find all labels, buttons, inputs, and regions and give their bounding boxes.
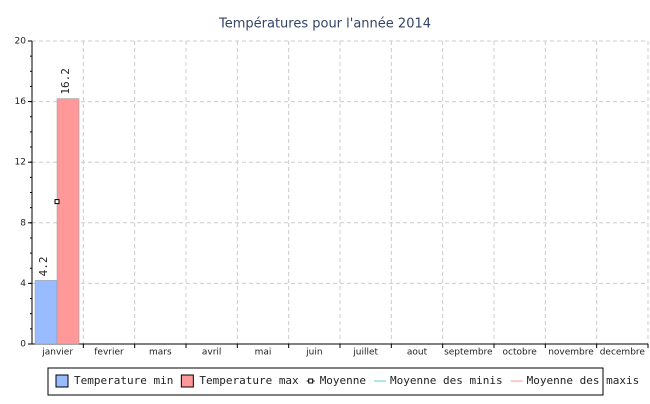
legend-label: Moyenne des minis bbox=[390, 374, 503, 387]
x-tick-label: fevrier bbox=[94, 348, 124, 358]
value-label: 16.2 bbox=[59, 68, 72, 95]
legend-swatch bbox=[180, 374, 194, 388]
legend-label: Temperature max bbox=[199, 374, 299, 387]
chart-title: Températures pour l'année 2014 bbox=[218, 17, 431, 32]
x-tick-label: janvier bbox=[41, 348, 73, 358]
bar bbox=[34, 280, 58, 345]
y-tick-label: 0 bbox=[20, 340, 26, 350]
x-tick-label: octobre bbox=[503, 348, 538, 358]
legend-label: Temperature min bbox=[74, 374, 173, 387]
legend-label: Moyenne des maxis bbox=[527, 374, 640, 387]
legend-marker bbox=[308, 378, 314, 384]
y-tick-label: 8 bbox=[20, 218, 26, 228]
y-tick-label: 12 bbox=[15, 158, 26, 168]
x-tick-label: juin bbox=[305, 348, 322, 358]
x-tick-label: novembre bbox=[548, 348, 594, 358]
x-tick-label: avril bbox=[202, 348, 222, 358]
x-tick-label: decembre bbox=[600, 348, 646, 358]
bar bbox=[56, 98, 80, 345]
x-tick-label: septembre bbox=[444, 348, 493, 358]
x-tick-label: mars bbox=[149, 348, 172, 358]
y-tick-label: 4 bbox=[20, 279, 26, 289]
x-tick-label: mai bbox=[255, 348, 272, 358]
x-tick-label: juillet bbox=[352, 348, 378, 358]
point bbox=[54, 199, 60, 205]
x-tick-label: aout bbox=[407, 348, 428, 358]
y-tick-label: 20 bbox=[15, 37, 27, 47]
value-label: 4.2 bbox=[37, 256, 50, 276]
legend-swatch bbox=[55, 374, 69, 388]
legend-label: Moyenne bbox=[320, 374, 366, 387]
legend-box bbox=[47, 367, 604, 396]
y-tick-label: 16 bbox=[15, 97, 27, 107]
